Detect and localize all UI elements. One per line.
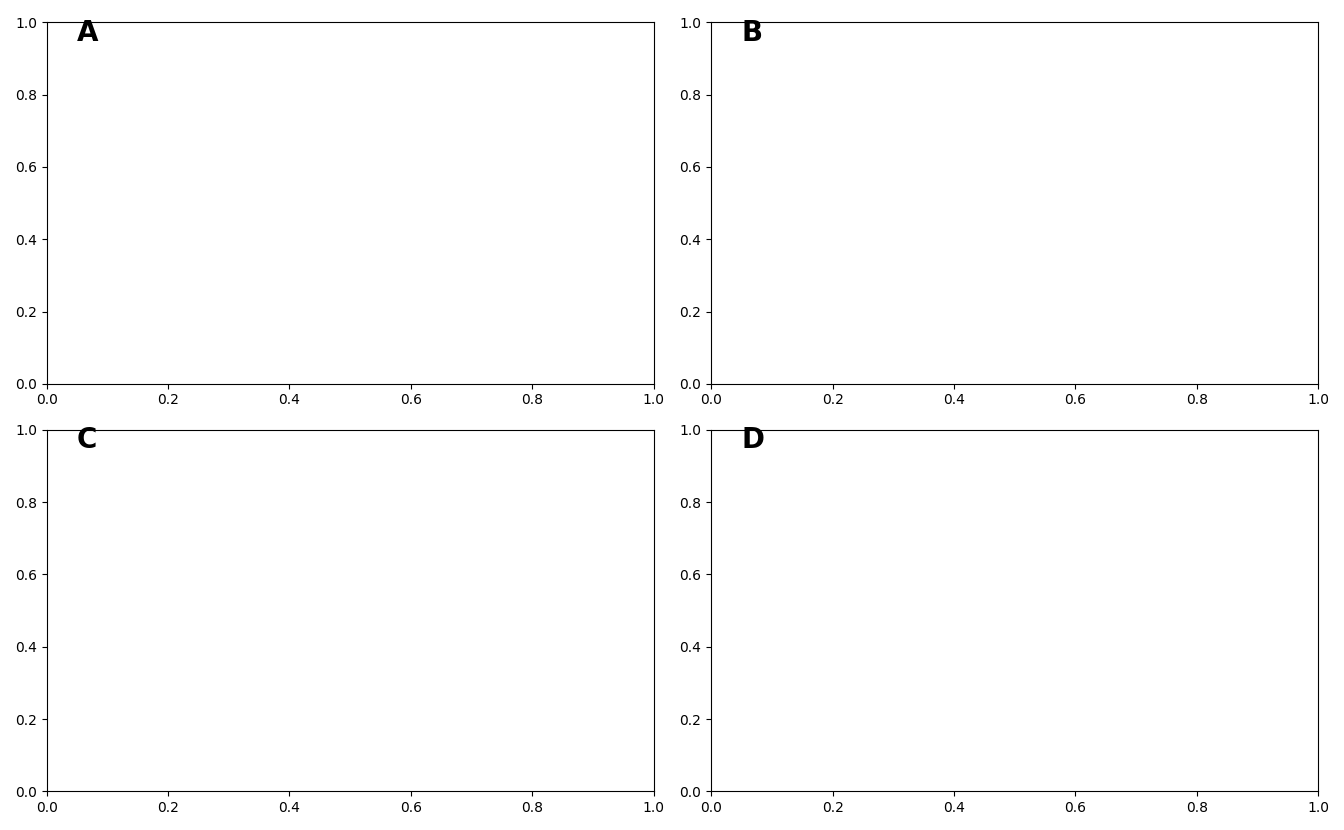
Text: D: D xyxy=(742,426,765,454)
Text: B: B xyxy=(742,18,762,46)
Text: A: A xyxy=(77,18,98,46)
Text: C: C xyxy=(77,426,97,454)
